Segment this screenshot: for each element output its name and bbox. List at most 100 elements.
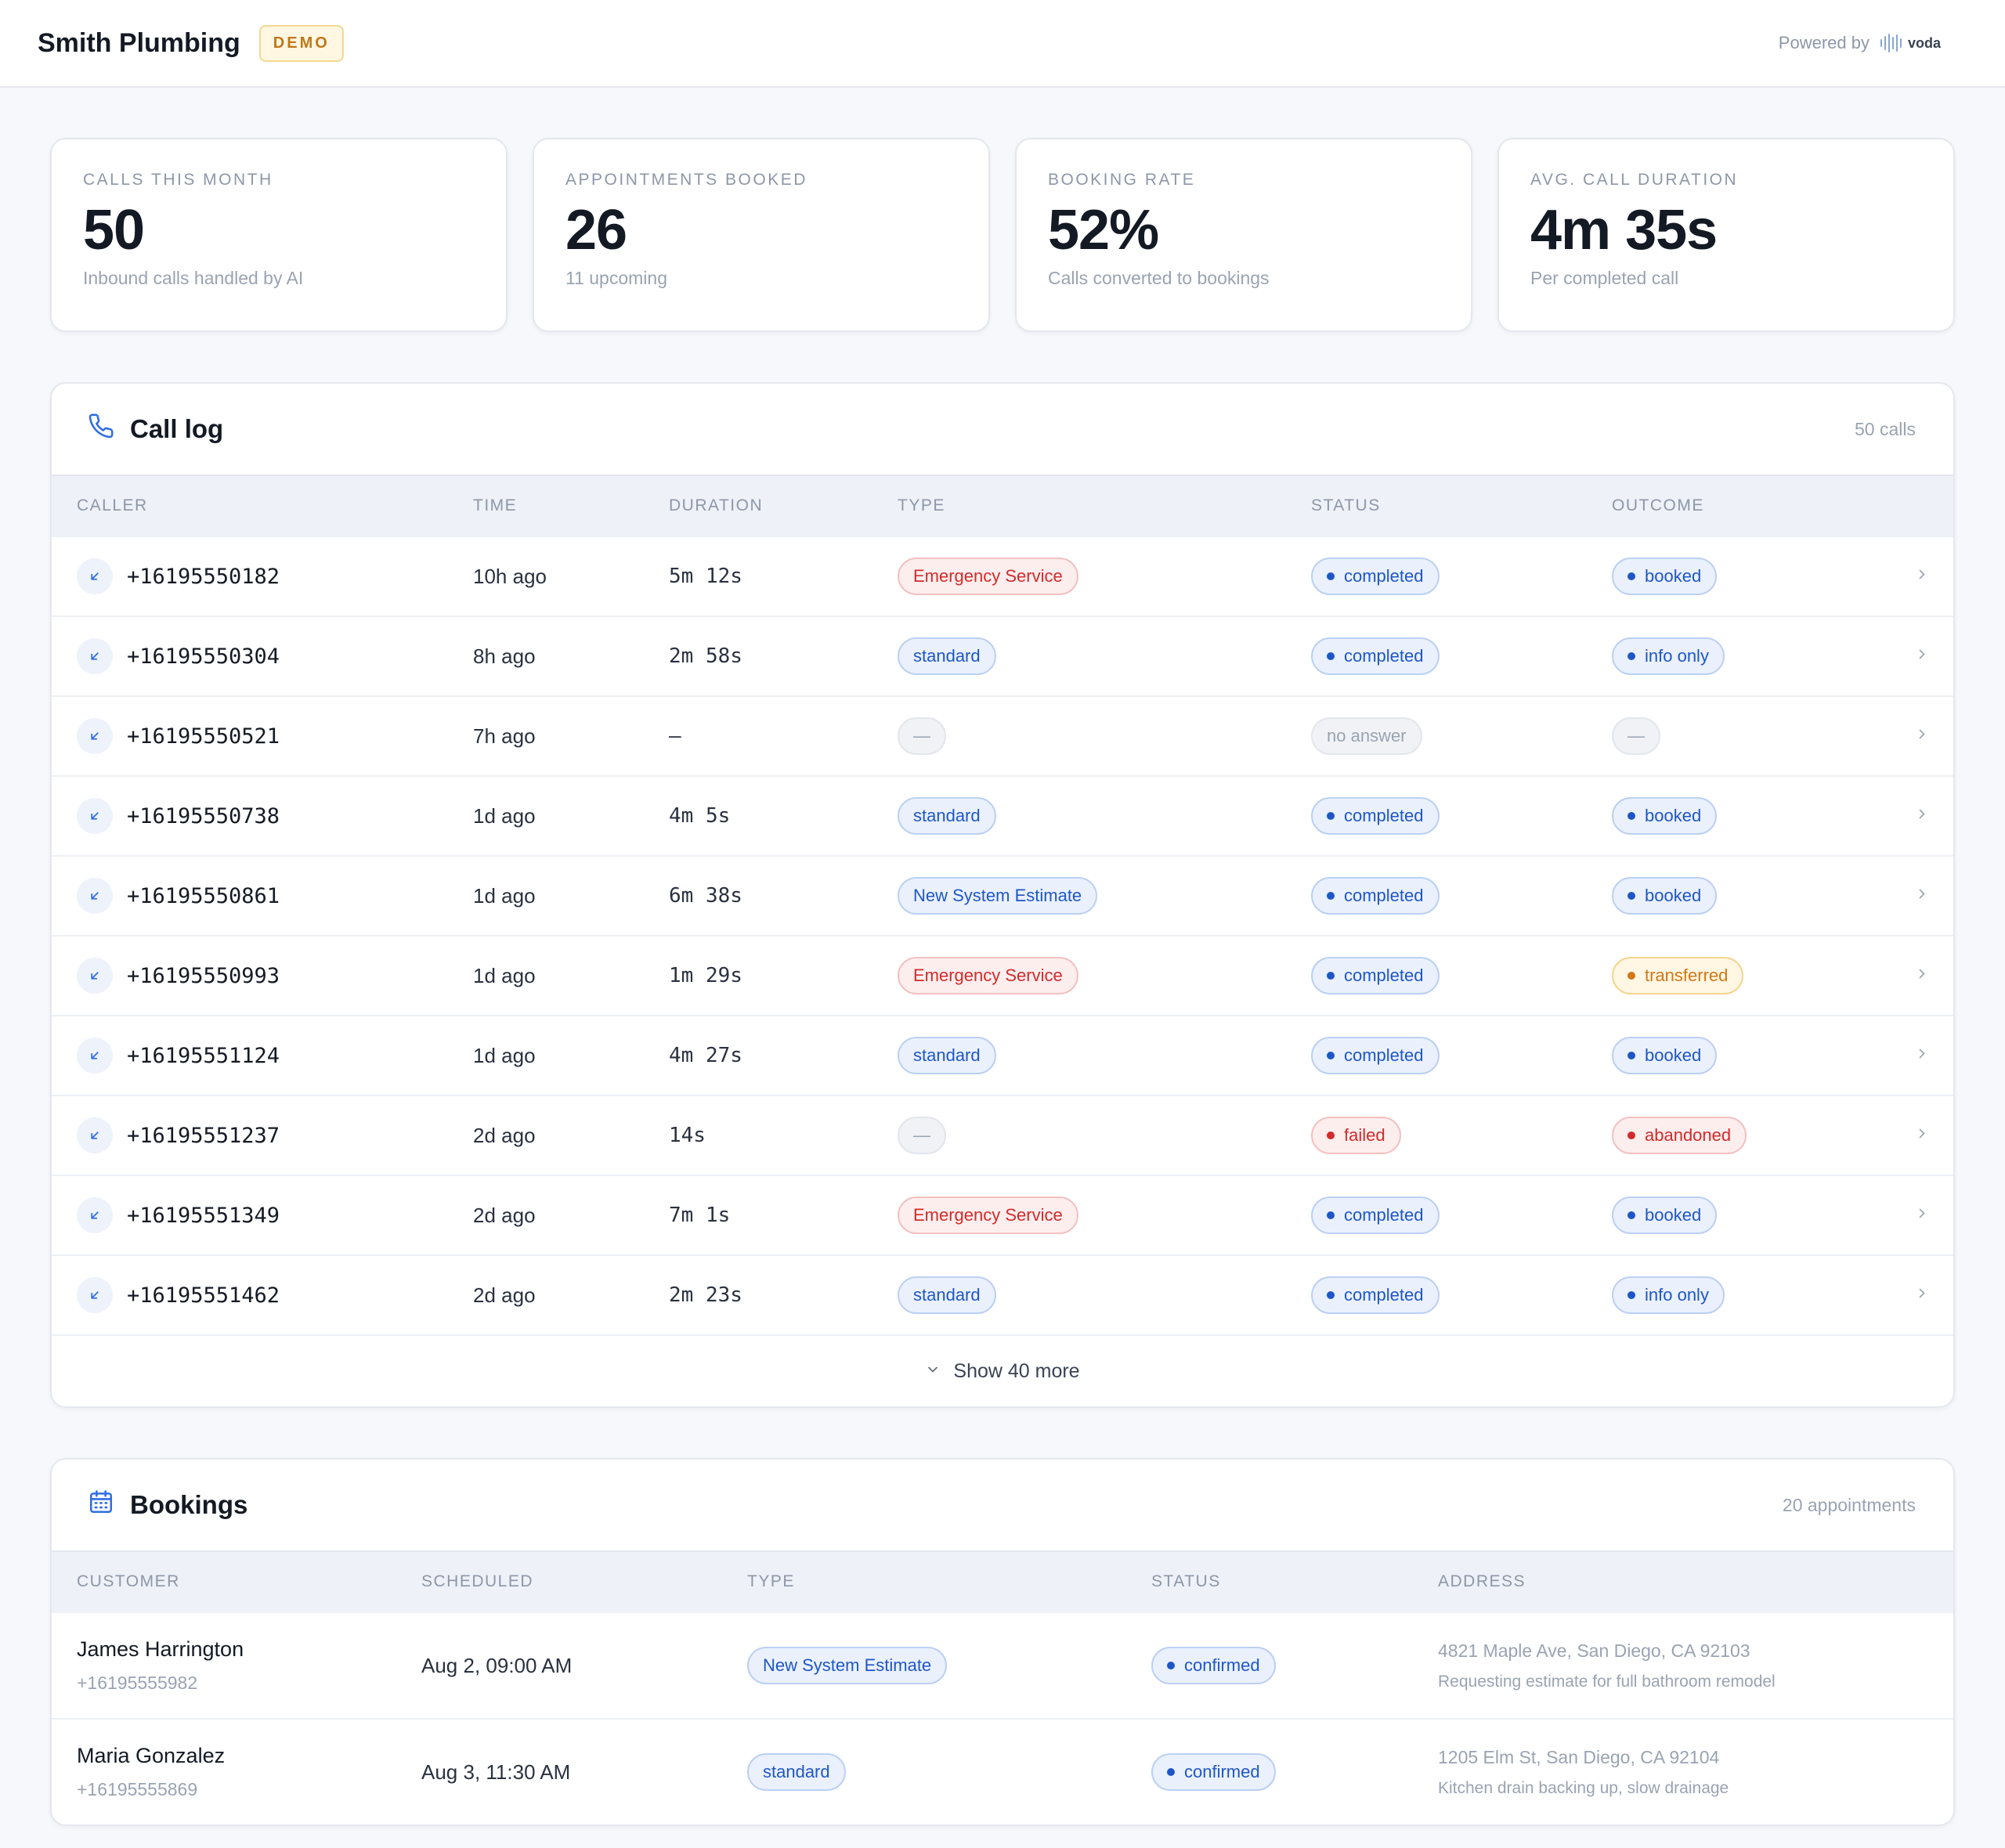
show-more-button[interactable]: Show 40 more: [52, 1334, 1953, 1406]
status-badge: completed: [1311, 1037, 1440, 1074]
type-cell: Emergency Service: [898, 1197, 1311, 1234]
inbound-arrow-icon: [77, 1038, 113, 1074]
table-row[interactable]: +16195551237 2d ago 14s — failed abandoned: [52, 1095, 1953, 1175]
table-row[interactable]: +16195550521 7h ago — — no answer —: [52, 695, 1953, 775]
status-dot: [1627, 652, 1635, 660]
column-header-scheduled[interactable]: SCHEDULED: [421, 1572, 534, 1590]
type-badge: standard: [898, 1037, 996, 1074]
status-dot: [1327, 892, 1335, 900]
call-time: 2d ago: [473, 1283, 536, 1307]
outcome-badge-label: transferred: [1645, 966, 1729, 985]
table-row[interactable]: +16195551124 1d ago 4m 27s standard complete…: [52, 1015, 1953, 1095]
outcome-badge: booked: [1612, 1197, 1718, 1234]
stats-row: CALLS THIS MONTH 50 Inbound calls handle…: [0, 88, 2005, 332]
table-row[interactable]: +16195550304 8h ago 2m 58s standard complete…: [52, 615, 1953, 695]
brand: Smith Plumbing DEMO: [38, 24, 344, 62]
caller-number: +16195550304: [127, 644, 280, 669]
status-badge-label: completed: [1344, 886, 1424, 905]
outcome-badge: info only: [1612, 637, 1725, 675]
table-row[interactable]: +16195550993 1d ago 1m 29s Emergency Servic…: [52, 935, 1953, 1015]
stat-label: APPOINTMENTS BOOKED: [565, 171, 807, 189]
table-row[interactable]: +16195551462 2d ago 2m 23s standard complete…: [52, 1254, 1953, 1334]
call-log-panel: Call log 50 calls CALLER TIME DURATION T…: [50, 382, 1955, 1408]
outcome-badge: —: [1612, 717, 1660, 755]
caller-cell: +16195550521: [77, 718, 473, 754]
status-dot: [1627, 1211, 1635, 1219]
caller-number: +16195550182: [127, 564, 280, 589]
table-row[interactable]: +16195551349 2d ago 7m 1s Emergency Service…: [52, 1175, 1953, 1254]
table-row[interactable]: James Harrington +16195555982 Aug 2, 09:00…: [52, 1612, 1953, 1718]
status-cell: completed: [1311, 877, 1612, 915]
call-duration: 5m 12s: [669, 565, 742, 588]
type-cell: Emergency Service: [898, 558, 1311, 595]
outcome-cell: booked: [1612, 1197, 1953, 1234]
type-badge-label: New System Estimate: [913, 886, 1082, 905]
status-dot: [1627, 812, 1635, 820]
caller-number: +16195550738: [127, 803, 280, 828]
inbound-arrow-icon: [77, 1197, 113, 1233]
chevron-right-icon[interactable]: [1914, 567, 1930, 587]
table-row[interactable]: +16195550861 1d ago 6m 38s New System Estim…: [52, 855, 1953, 935]
chevron-right-icon[interactable]: [1914, 727, 1930, 746]
inbound-arrow-icon: [77, 1277, 113, 1313]
type-badge-label: Emergency Service: [913, 1205, 1063, 1225]
caller-cell: +16195551462: [77, 1277, 473, 1313]
chevron-right-icon[interactable]: [1914, 966, 1930, 986]
column-header-type[interactable]: TYPE: [898, 496, 945, 514]
status-badge: failed: [1311, 1117, 1401, 1154]
status-cell: completed: [1311, 1276, 1612, 1314]
address-cell: 4821 Maple Ave, San Diego, CA 92103 Reque…: [1438, 1640, 1953, 1691]
outcome-cell: abandoned: [1612, 1117, 1953, 1154]
chevron-right-icon[interactable]: [1914, 807, 1930, 826]
outcome-cell: transferred: [1612, 957, 1953, 994]
call-log-title-group: Call log: [88, 413, 223, 446]
bookings-title-group: Bookings: [88, 1489, 247, 1521]
table-row[interactable]: Maria Gonzalez +16195555869 Aug 3, 11:30 A…: [52, 1718, 1953, 1825]
outcome-cell: booked: [1612, 797, 1953, 835]
column-header-time[interactable]: TIME: [473, 496, 518, 514]
chevron-right-icon[interactable]: [1914, 647, 1930, 666]
status-cell: confirmed: [1151, 1647, 1438, 1684]
status-cell: confirmed: [1151, 1753, 1438, 1791]
status-dot: [1327, 1132, 1335, 1139]
type-badge: —: [898, 1117, 946, 1154]
type-badge-label: —: [913, 726, 930, 745]
call-duration: 1m 29s: [669, 964, 742, 987]
type-cell: standard: [898, 797, 1311, 835]
column-header-outcome[interactable]: OUTCOME: [1612, 496, 1704, 514]
scheduled-time: Aug 2, 09:00 AM: [421, 1653, 573, 1677]
column-header-customer[interactable]: CUSTOMER: [77, 1572, 180, 1590]
table-row[interactable]: +16195550182 10h ago 5m 12s Emergency Servi…: [52, 536, 1953, 615]
column-header-status[interactable]: STATUS: [1151, 1572, 1221, 1590]
stat-value: 26: [565, 199, 627, 262]
chevron-right-icon[interactable]: [1914, 1046, 1930, 1066]
status-badge-label: completed: [1344, 1205, 1424, 1225]
call-log-count: 50 calls: [1855, 418, 1916, 439]
chevron-right-icon[interactable]: [1914, 1126, 1930, 1146]
table-row[interactable]: +16195550738 1d ago 4m 5s standard completed…: [52, 775, 1953, 855]
type-cell: New System Estimate: [747, 1647, 1151, 1684]
type-badge-label: standard: [913, 806, 981, 825]
caller-cell: +16195550993: [77, 958, 473, 994]
chevron-right-icon[interactable]: [1914, 1206, 1930, 1225]
top-bar: Smith Plumbing DEMO Powered by voda: [0, 0, 2005, 88]
column-header-address[interactable]: ADDRESS: [1438, 1572, 1526, 1590]
column-header-duration[interactable]: DURATION: [669, 496, 764, 514]
stat-value: 52%: [1048, 199, 1159, 262]
outcome-badge-label: booked: [1645, 886, 1702, 905]
column-header-caller[interactable]: CALLER: [77, 496, 148, 514]
status-cell: completed: [1311, 637, 1612, 675]
status-badge: completed: [1311, 797, 1440, 835]
address-cell: 1205 Elm St, San Diego, CA 92104 Kitchen …: [1438, 1747, 1953, 1798]
chevron-right-icon[interactable]: [1914, 1286, 1930, 1305]
column-header-status[interactable]: STATUS: [1311, 496, 1381, 514]
column-header-type[interactable]: TYPE: [747, 1572, 795, 1590]
call-time: 1d ago: [473, 803, 536, 828]
customer-name: James Harrington: [77, 1637, 244, 1661]
caller-number: +16195551349: [127, 1203, 280, 1228]
status-badge-label: completed: [1344, 1285, 1424, 1305]
chevron-right-icon[interactable]: [1914, 886, 1930, 906]
outcome-badge: abandoned: [1612, 1117, 1747, 1154]
outcome-badge-label: info only: [1645, 646, 1709, 666]
caller-number: +16195551462: [127, 1283, 280, 1308]
